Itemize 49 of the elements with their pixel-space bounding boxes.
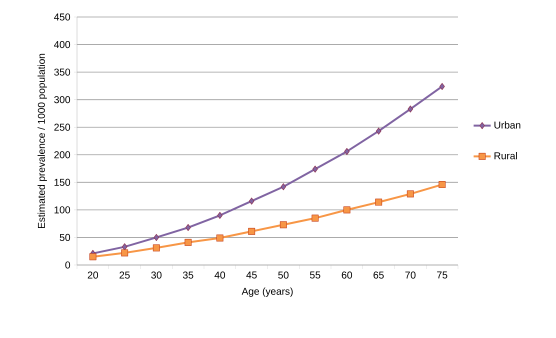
point [438,181,446,188]
point [408,106,414,113]
y-axis-title: Estimated prevalence / 1000 population [38,54,47,228]
point [375,198,382,206]
point [154,234,160,241]
point [312,166,318,173]
x-tick-label: 25 [120,272,130,279]
point [280,221,287,228]
x-tick-label: 75 [437,272,448,279]
x-tick-label: 55 [310,272,320,279]
x-axis-title: Age (years) [242,287,293,297]
point [343,206,350,214]
point [376,128,382,135]
legend-label: Urban [494,121,520,129]
point [248,228,256,235]
legend-label: Rural [494,152,517,160]
point [185,224,191,232]
point [216,234,224,242]
x-tick-label: 45 [246,272,257,279]
x-tick-label: 65 [374,272,384,279]
point [184,238,192,246]
y-tick-label: 350 [54,68,70,76]
y-tick-label: 100 [54,206,70,214]
point [344,148,350,155]
x-tick-label: 70 [405,272,416,279]
y-tick-label: 400 [54,41,70,48]
point [152,244,160,252]
y-tick-label: 150 [54,178,70,186]
point [89,253,96,260]
point [217,212,223,219]
y-tick-label: 250 [54,124,70,131]
y-tick-label: 0 [65,261,70,269]
point [121,249,128,256]
x-tick-label: 60 [342,272,352,279]
y-tick-label: 300 [54,96,70,104]
point [248,198,254,205]
x-tick-label: 40 [214,272,226,279]
point [312,214,319,222]
point [439,82,445,90]
point [122,243,128,250]
y-tick-label: 200 [54,151,70,158]
y-tick-label: 50 [60,234,70,241]
x-tick-label: 30 [151,272,162,279]
x-tick-label: 50 [278,272,289,279]
x-tick-label: 35 [182,272,194,279]
x-tick-label: 20 [88,272,98,279]
point [406,190,414,198]
y-tick-label: 450 [54,13,70,21]
point [280,183,286,190]
